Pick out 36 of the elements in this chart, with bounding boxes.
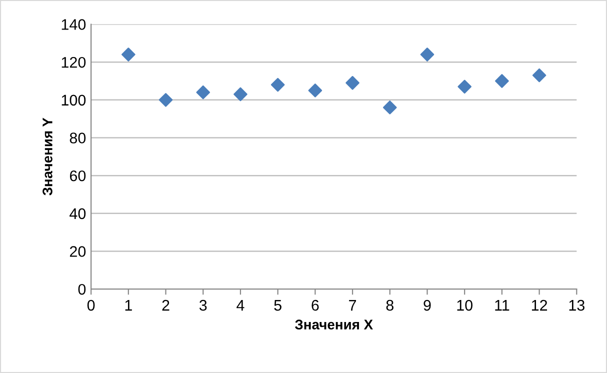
point	[270, 78, 285, 92]
y-tick-label: 140	[62, 19, 86, 30]
y-tick-label: 20	[70, 246, 86, 257]
y-tick-label: 60	[70, 170, 86, 182]
point	[495, 74, 509, 88]
x-tick-label: 7	[349, 300, 356, 311]
y-tick-label: 80	[70, 132, 86, 144]
point	[308, 84, 322, 98]
y-tick-label: 40	[70, 208, 86, 220]
x-tick-label: 10	[457, 300, 472, 311]
point	[532, 68, 546, 82]
x-tick-label: 11	[495, 300, 510, 311]
x-tick-label: 2	[162, 300, 170, 311]
x-tick-label: 5	[274, 300, 282, 311]
y-tick-label: 120	[62, 56, 86, 68]
x-tick-label: 6	[312, 300, 319, 311]
x-axis-title: Значения X	[294, 320, 373, 330]
y-axis-title: Значения Y	[42, 118, 52, 196]
point	[420, 48, 434, 62]
point	[122, 48, 136, 62]
x-tick-label: 12	[532, 300, 548, 311]
point	[346, 76, 360, 90]
x-tick-label: 3	[199, 300, 207, 311]
x-tick-label: 1	[125, 300, 132, 311]
point	[382, 100, 397, 114]
x-tick-label: 0	[87, 300, 95, 311]
y-tick-label: 0	[78, 284, 86, 295]
point	[234, 87, 248, 102]
x-tick-label: 13	[569, 300, 584, 311]
x-tick-label: 8	[386, 300, 394, 311]
x-tick-label: 9	[424, 300, 431, 311]
y-tick-label: 100	[62, 94, 86, 106]
x-tick-label: 4	[236, 300, 244, 311]
point	[196, 85, 210, 100]
point	[458, 80, 472, 94]
point	[158, 93, 173, 107]
